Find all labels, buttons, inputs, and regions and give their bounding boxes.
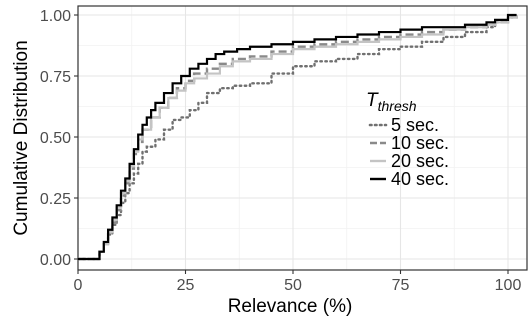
- y-axis-title: Cumulative Distribution: [11, 40, 32, 235]
- x-tick-label-0: 0: [74, 277, 83, 294]
- plot-border: [77, 5, 528, 271]
- series-group: [76, 13, 518, 261]
- x-tick-label-4: 100: [495, 277, 522, 294]
- x-tick-label-3: 75: [392, 277, 410, 294]
- x-axis-ticks: 0 25 50 75 100: [74, 270, 522, 294]
- panel-border: [77, 5, 528, 271]
- series-line-1: [78, 15, 518, 261]
- legend-title: Tthresh: [366, 90, 417, 114]
- legend: Tthresh 5 sec.10 sec.20 sec.40 sec.: [366, 90, 449, 189]
- legend-label-0: 5 sec.: [391, 115, 439, 135]
- y-tick-label-0: 0.00: [40, 252, 71, 269]
- series-line-0: [76, 13, 518, 261]
- legend-title-main: T: [366, 90, 379, 111]
- x-tick-label-1: 25: [177, 277, 195, 294]
- y-axis-ticks: 0.00 0.25 0.50 0.75 1.00: [40, 8, 78, 269]
- series-line-2: [78, 15, 518, 261]
- legend-label-2: 20 sec.: [391, 151, 449, 171]
- legend-items: 5 sec.10 sec.20 sec.40 sec.: [368, 115, 449, 189]
- legend-label-3: 40 sec.: [391, 169, 449, 189]
- legend-title-sub: thresh: [378, 98, 417, 114]
- y-tick-label-4: 1.00: [40, 8, 71, 25]
- y-tick-label-2: 0.50: [40, 130, 71, 147]
- y-tick-label-3: 0.75: [40, 69, 71, 86]
- x-tick-label-2: 50: [284, 277, 302, 294]
- y-tick-label-1: 0.25: [40, 191, 71, 208]
- x-axis-title: Relevance (%): [228, 296, 353, 317]
- series-line-3: [78, 13, 517, 261]
- legend-label-1: 10 sec.: [391, 133, 449, 153]
